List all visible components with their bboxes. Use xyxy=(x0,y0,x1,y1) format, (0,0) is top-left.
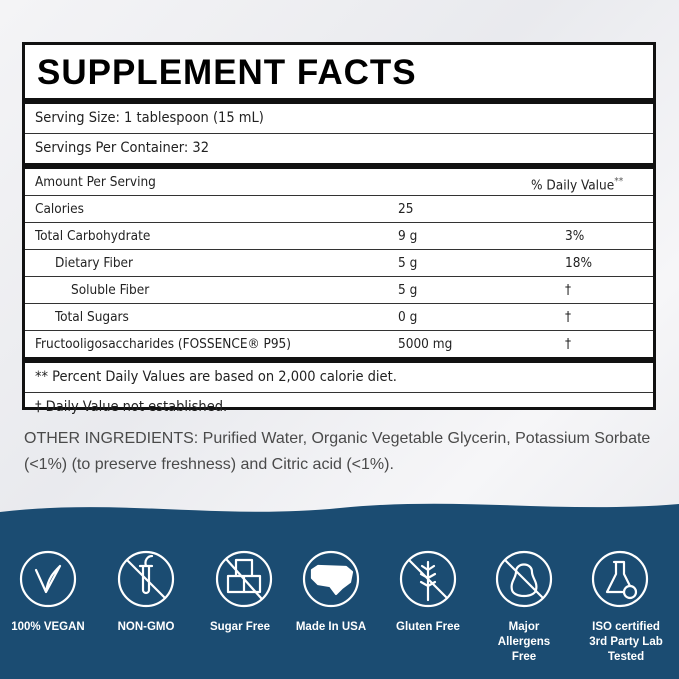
nutrient-name: Calories xyxy=(35,201,84,217)
nutrient-row: Calories 25 xyxy=(25,195,653,222)
nutrient-name: Fructooligosaccharides (FOSSENCE® P95) xyxy=(35,336,292,352)
badge-label: ISO certified 3rd Party Lab Tested xyxy=(589,621,663,663)
facts-title: SUPPLEMENT FACTS xyxy=(37,53,417,92)
nutrient-amount: 25 xyxy=(398,201,414,217)
nutrient-dv: † xyxy=(565,336,572,352)
badge-label: 100% VEGAN xyxy=(11,621,85,633)
icon-usa xyxy=(310,564,354,596)
icon-sugar xyxy=(225,558,263,600)
servings-per-container: Servings Per Container: 32 xyxy=(35,140,210,156)
badge-label: Sugar Free xyxy=(209,621,271,633)
nutrient-amount: 9 g xyxy=(398,228,418,244)
nutrient-row: Dietary Fiber 5 g 18% xyxy=(25,249,653,276)
nutrient-amount: 5 g xyxy=(398,255,418,271)
nutrient-dv: 18% xyxy=(565,255,592,271)
nutrient-amount: 5 g xyxy=(398,282,418,298)
footnote: † Daily Value not established. xyxy=(35,399,228,415)
nutrient-name: Total Carbohydrate xyxy=(35,228,151,244)
icon-ring xyxy=(215,550,273,608)
icon-allergen xyxy=(503,558,545,600)
nutrient-dv: † xyxy=(565,309,572,325)
icon-ring xyxy=(591,550,649,608)
footnote-row: † Daily Value not established. xyxy=(25,392,653,422)
nutrient-amount: 5000 mg xyxy=(398,336,453,352)
dv-header-text: % Daily Value xyxy=(531,177,615,194)
icon-ring xyxy=(399,550,457,608)
badge-label: NON-GMO xyxy=(117,621,175,633)
icon-gluten xyxy=(407,558,449,602)
serving-row: Serving Size: 1 tablespoon (15 mL) xyxy=(25,98,653,133)
nutrient-dv: 3% xyxy=(565,228,585,244)
dv-header-mark: ** xyxy=(614,176,624,187)
serving-size: Serving Size: 1 tablespoon (15 mL) xyxy=(35,110,264,126)
dv-header: % Daily Value** xyxy=(531,169,623,199)
other-ingredients: OTHER INGREDIENTS: Purified Water, Organ… xyxy=(24,430,651,473)
nutrient-row: Total Carbohydrate 9 g 3% xyxy=(25,222,653,249)
nutrient-name: Soluble Fiber xyxy=(71,282,150,298)
footnote: ** Percent Daily Values are based on 2,0… xyxy=(35,369,397,385)
icon-check xyxy=(622,584,638,600)
nutrient-dv: † xyxy=(565,282,572,298)
icon-ring xyxy=(19,550,77,608)
icon-ring xyxy=(117,550,175,608)
nutrient-name: Total Sugars xyxy=(55,309,129,325)
facts-panel: SUPPLEMENT FACTS Serving Size: 1 tablesp… xyxy=(22,42,656,415)
nutrient-row: Total Sugars 0 g † xyxy=(25,303,653,330)
icon-vegan xyxy=(34,564,62,594)
amount-header: Amount Per Serving xyxy=(35,174,156,190)
nutrient-amount: 0 g xyxy=(398,309,418,325)
badge-icons xyxy=(19,550,649,608)
footnote-row: ** Percent Daily Values are based on 2,0… xyxy=(25,357,653,392)
icon-nongmo xyxy=(125,554,167,600)
icon-ring xyxy=(302,550,360,608)
header-row: Amount Per Serving % Daily Value** xyxy=(25,163,653,195)
badge-label: Made In USA xyxy=(295,621,367,633)
nutrient-name: Dietary Fiber xyxy=(55,255,133,271)
badge-label: Gluten Free xyxy=(396,621,460,633)
nutrient-row: Fructooligosaccharides (FOSSENCE® P95) 50… xyxy=(25,330,653,357)
icon-ring xyxy=(495,550,553,608)
nutrient-row: Soluble Fiber 5 g † xyxy=(25,276,653,303)
icon-lab xyxy=(605,560,635,594)
badge-label: Major Allergens Free xyxy=(497,621,551,663)
serving-row: Servings Per Container: 32 xyxy=(25,133,653,163)
